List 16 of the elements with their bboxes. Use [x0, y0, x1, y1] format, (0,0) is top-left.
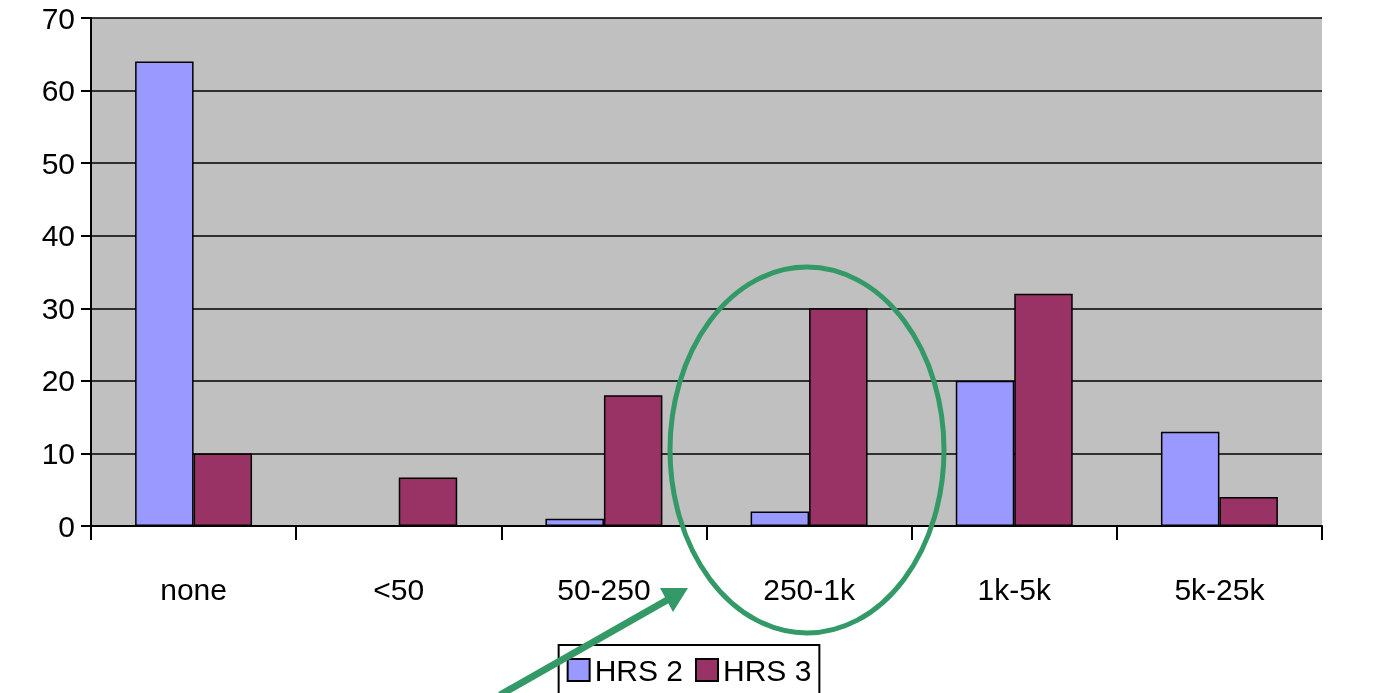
y-tick-label: 10: [41, 436, 75, 470]
y-tick-label: 20: [41, 364, 75, 398]
legend-label: HRS 3: [723, 653, 812, 687]
x-tick-label: 250-1k: [763, 572, 856, 606]
x-tick-label: 1k-5k: [977, 572, 1052, 606]
x-tick-label: 5k-25k: [1174, 572, 1266, 606]
x-tick-label: 50-250: [557, 572, 651, 606]
legend-label: HRS 2: [594, 653, 683, 687]
y-tick-label: 30: [41, 291, 75, 325]
y-tick-label: 50: [41, 146, 75, 180]
y-tick-label: 0: [58, 509, 75, 543]
x-tick-label: none: [160, 572, 227, 606]
y-tick-label: 60: [41, 74, 75, 108]
y-tick-label: 70: [41, 1, 75, 35]
y-tick-label: 40: [41, 219, 75, 253]
x-tick-label: <50: [373, 572, 425, 606]
